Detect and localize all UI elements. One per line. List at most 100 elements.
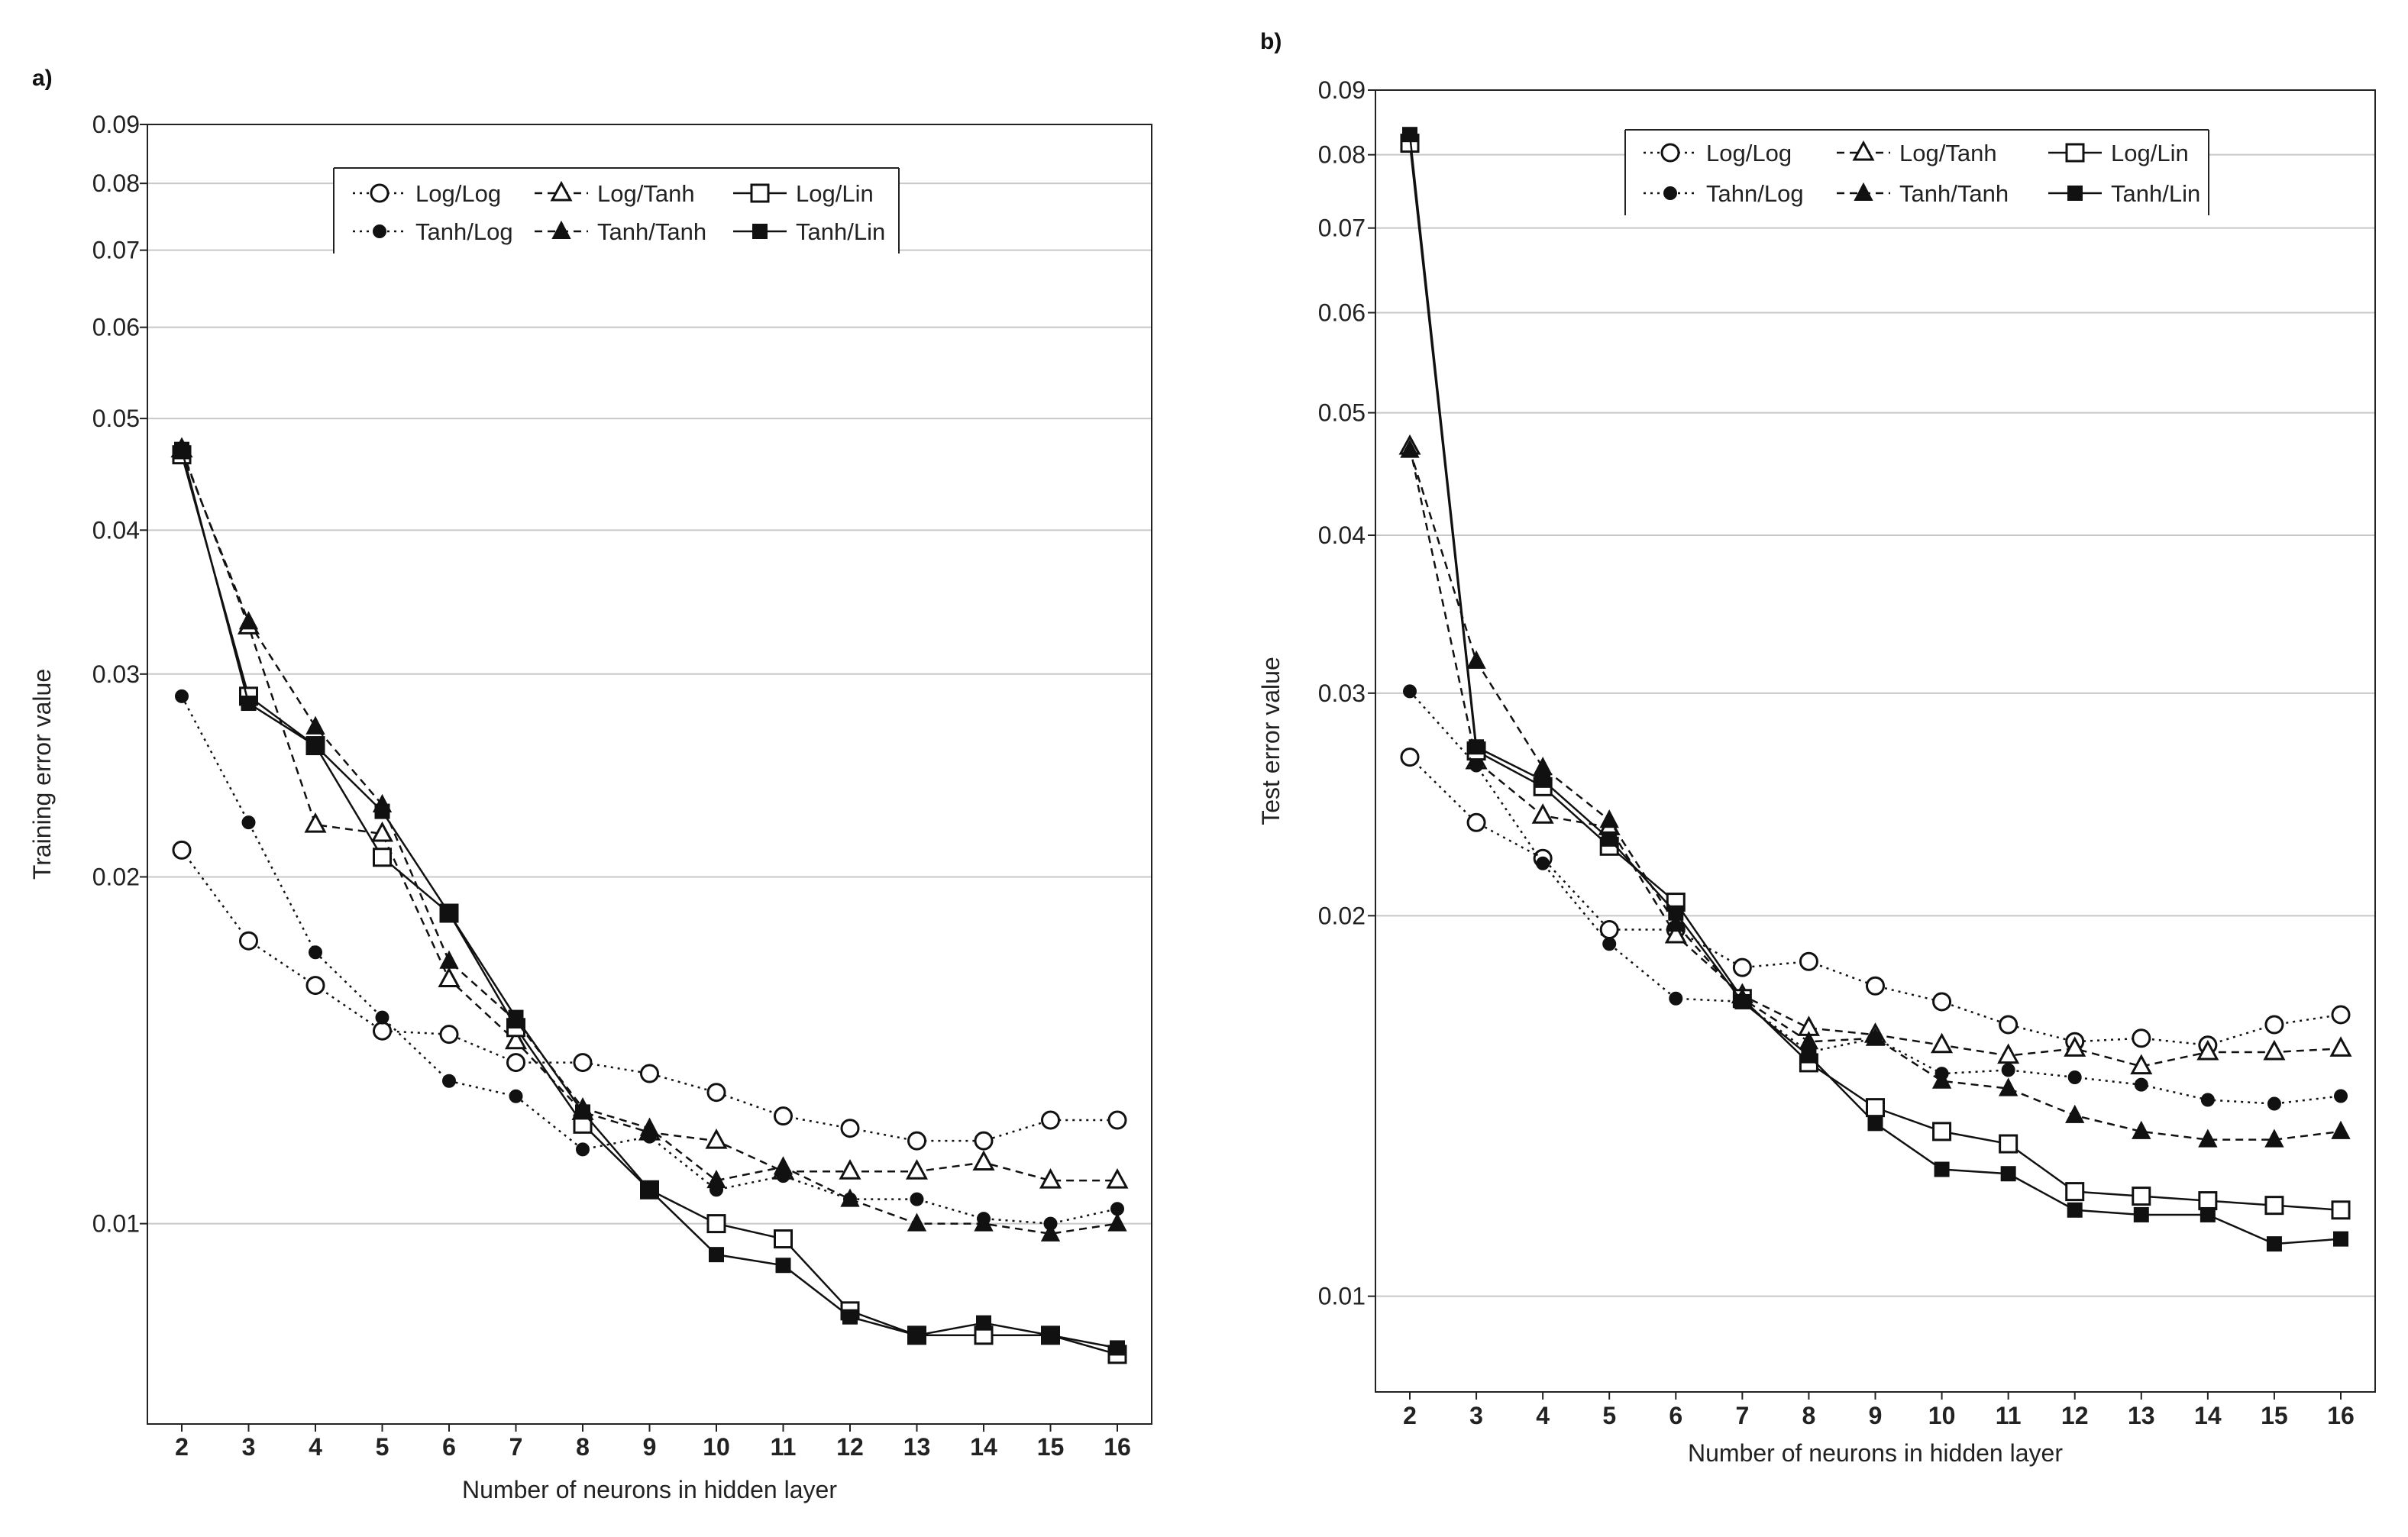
marker-square-open — [750, 183, 770, 203]
y-tick-label: 0.01 — [92, 1210, 140, 1238]
marker-triangle-open — [1531, 803, 1554, 824]
marker-square-filled — [308, 738, 323, 754]
marker-circle-open — [1732, 957, 1752, 977]
marker-circle-filled — [910, 1192, 924, 1206]
marker-square-filled — [441, 906, 457, 922]
x-tick-label: 3 — [1469, 1402, 1483, 1429]
marker-circle-open — [172, 840, 192, 860]
marker-circle-open — [2132, 1028, 2151, 1048]
legend-box — [1625, 130, 2209, 215]
legend-item: Log/Log — [353, 180, 501, 207]
marker-circle-open — [2264, 1015, 2284, 1035]
marker-circle-filled — [2200, 1093, 2215, 1107]
marker-square-filled — [842, 1309, 858, 1325]
marker-square-filled — [642, 1182, 658, 1198]
x-axis-title: Number of neurons in hidden layer — [1688, 1439, 2063, 1467]
series-line — [180, 450, 1118, 1235]
legend-item: Log/Tanh — [535, 180, 695, 207]
series-tanh-lin — [1402, 127, 2348, 1252]
y-tick-label: 0.02 — [1318, 902, 1366, 929]
legend-item: Tanh/Lin — [733, 218, 885, 245]
x-tick-label: 15 — [2261, 1402, 2288, 1429]
marker-square-filled — [1602, 831, 1618, 847]
marker-triangle-open — [1997, 1043, 2020, 1064]
legend-item: Tahn/Log — [1644, 180, 1804, 207]
marker-circle-open — [373, 1021, 392, 1041]
marker-square-open — [373, 848, 392, 867]
marker-circle-filled — [509, 1089, 523, 1103]
x-tick-label: 7 — [1735, 1402, 1749, 1429]
marker-circle-open — [439, 1025, 459, 1045]
marker-square-filled — [709, 1247, 724, 1263]
legend-label: Log/Lin — [796, 180, 874, 207]
marker-circle-open — [1660, 143, 1680, 163]
x-tick-label: 15 — [1037, 1433, 1065, 1461]
marker-circle-open — [1932, 992, 1952, 1012]
chart-b: 0.01 0.02 0.03 0.04 0.05 0.06 0.07 0.08 0.09 2 3 4 5… — [1257, 76, 2376, 1467]
marker-circle-open — [1466, 812, 1486, 832]
panel-label-a: a) — [32, 66, 53, 91]
legend-label: Tahn/Log — [1706, 180, 1804, 207]
marker-circle-open — [1400, 748, 1420, 767]
marker-triangle-filled — [974, 1212, 994, 1232]
marker-circle-open — [774, 1106, 793, 1126]
marker-triangle-filled — [840, 1188, 860, 1207]
marker-triangle-filled — [2065, 1104, 2085, 1123]
marker-circle-filled — [175, 689, 189, 703]
marker-square-open — [2331, 1200, 2351, 1220]
series-log-log — [172, 840, 1127, 1151]
legend-label: Log/Tanh — [1899, 140, 1997, 166]
marker-triangle-open — [1664, 922, 1687, 944]
marker-square-filled — [1402, 127, 1417, 143]
y-tick-label: 0.06 — [1318, 299, 1366, 327]
x-tick-label: 10 — [703, 1433, 730, 1461]
marker-triangle-filled — [1998, 1077, 2019, 1096]
x-tick-label: 5 — [376, 1433, 389, 1461]
y-tick-label: 0.03 — [1318, 680, 1366, 707]
marker-triangle-filled — [1666, 913, 1686, 932]
marker-circle-open — [1599, 920, 1619, 940]
marker-circle-filled — [309, 945, 322, 960]
marker-triangle-filled — [2331, 1120, 2351, 1139]
marker-circle-filled — [1469, 758, 1484, 773]
legend-label: Log/Tanh — [597, 180, 695, 207]
y-tick-label: 0.08 — [1318, 141, 1366, 169]
series-tanh-lin — [174, 441, 1125, 1356]
x-tick-label: 8 — [576, 1433, 590, 1461]
x-tick-label: 7 — [509, 1433, 523, 1461]
y-tick-label: 0.02 — [92, 863, 140, 890]
marker-triangle-open — [905, 1159, 929, 1180]
marker-square-open — [2065, 143, 2085, 163]
marker-triangle-filled — [907, 1212, 927, 1232]
series-line — [180, 849, 1117, 1142]
marker-square-filled — [1110, 1340, 1125, 1356]
legend-label: Tanh/Log — [415, 218, 513, 245]
marker-circle-open — [907, 1131, 926, 1151]
panel-label-b: b) — [1260, 29, 1282, 54]
legend-item: Tanh/Lin — [2048, 180, 2200, 207]
x-tick-label: 2 — [175, 1433, 189, 1461]
x-tick-label: 6 — [442, 1433, 456, 1461]
x-tick-label: 4 — [1536, 1402, 1550, 1429]
marker-triangle-open — [550, 180, 573, 202]
marker-circle-open — [1799, 951, 1818, 971]
x-tick-label: 8 — [1802, 1402, 1816, 1429]
marker-triangle-open — [2263, 1039, 2286, 1061]
marker-circle-open — [370, 183, 389, 203]
x-tick-label: 12 — [836, 1433, 864, 1461]
y-tick-label: 0.08 — [92, 170, 140, 197]
x-tick-label: 11 — [771, 1433, 797, 1461]
y-axis-title: Test error value — [1257, 657, 1285, 825]
marker-circle-filled — [2267, 1096, 2281, 1111]
marker-triangle-open — [1039, 1168, 1062, 1189]
marker-triangle-filled — [1466, 650, 1486, 669]
marker-circle-filled — [375, 1010, 389, 1025]
marker-square-open — [2132, 1187, 2151, 1206]
y-tick-label: 0.07 — [1318, 215, 1366, 242]
marker-square-filled — [2200, 1206, 2216, 1222]
x-tick-label: 9 — [1869, 1402, 1883, 1429]
legend-item: Tanh/Tanh — [535, 218, 706, 245]
marker-triangle-open — [2130, 1054, 2153, 1075]
marker-triangle-open — [1931, 1032, 1954, 1054]
marker-circle-open — [506, 1053, 525, 1073]
